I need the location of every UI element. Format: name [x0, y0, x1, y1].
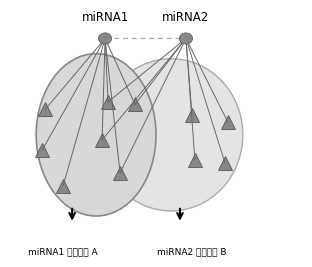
Ellipse shape — [36, 54, 156, 216]
Text: miRNA1 的靶标集 A: miRNA1 的靶标集 A — [28, 248, 98, 257]
Text: miRNA1: miRNA1 — [81, 11, 129, 25]
Circle shape — [179, 33, 193, 44]
Text: miRNA2 的靶标集 B: miRNA2 的靶标集 B — [157, 248, 227, 257]
Circle shape — [99, 33, 112, 44]
Text: miRNA2: miRNA2 — [162, 11, 210, 25]
Ellipse shape — [99, 59, 243, 211]
